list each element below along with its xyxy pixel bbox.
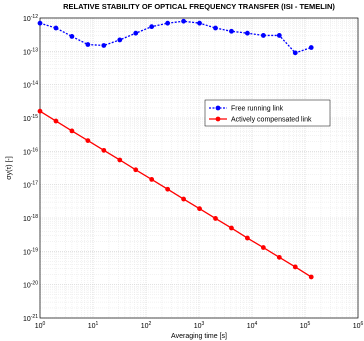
data-point: [181, 18, 186, 24]
data-point: [245, 30, 250, 36]
data-point: [260, 245, 266, 250]
data-point: [85, 138, 91, 143]
data-point: [53, 118, 59, 124]
x-axis-label: Averaging time [s]: [171, 333, 227, 340]
y-tick-label: 10-15: [23, 114, 38, 123]
data-point: [213, 25, 218, 31]
data-point: [101, 147, 107, 153]
data-point: [117, 37, 123, 43]
x-tick-label: 106: [353, 321, 364, 330]
data-point: [229, 225, 234, 231]
data-point: [149, 24, 155, 30]
y-tick-label: 10-12: [23, 14, 38, 23]
data-point: [308, 45, 314, 50]
data-point: [165, 20, 171, 26]
data-point: [229, 28, 234, 34]
data-point: [276, 33, 282, 38]
data-point: [101, 43, 107, 48]
series-line: [39, 110, 312, 278]
x-tick-label: 103: [194, 321, 205, 330]
series-line: [39, 20, 312, 54]
data-point: [292, 50, 298, 56]
data-point: [117, 157, 123, 163]
y-tick-label: 10-16: [23, 147, 38, 156]
legend-marker: [215, 116, 221, 122]
data-point: [245, 235, 250, 241]
chart-title: RELATIVE STABILITY OF OPTICAL FREQUENCY …: [63, 2, 335, 11]
data-point: [133, 30, 139, 36]
data-point: [69, 34, 75, 39]
data-point: [165, 186, 171, 192]
x-tick-label: 102: [141, 321, 152, 330]
data-point: [69, 128, 75, 134]
data-point: [308, 274, 314, 280]
legend-box: [204, 99, 331, 127]
data-point: [149, 176, 155, 182]
x-tick-label: 104: [247, 321, 258, 330]
data-point: [133, 167, 139, 173]
data-point: [213, 216, 218, 221]
data-point: [37, 20, 43, 26]
data-point: [276, 254, 282, 260]
y-tick-label: 10-19: [23, 247, 38, 256]
y-tick-label: 10-14: [23, 81, 38, 90]
y-tick-label: 10-21: [23, 314, 38, 323]
y-tick-label: 10-17: [23, 181, 38, 190]
legend-label: Free running link: [231, 106, 284, 113]
y-tick-label: 10-18: [23, 214, 38, 223]
legend-label: Actively compensated link: [231, 117, 312, 124]
data-point: [85, 42, 91, 47]
y-axis-label: σy(τ) [-]: [6, 156, 13, 179]
legend-marker: [215, 105, 221, 111]
y-tick-label: 10-13: [23, 47, 38, 56]
x-tick-label: 101: [88, 321, 99, 330]
y-tick-label: 10-20: [23, 281, 38, 290]
data-point: [53, 25, 59, 31]
x-tick-label: 100: [35, 321, 46, 330]
data-point: [197, 206, 202, 212]
x-tick-label: 105: [300, 321, 311, 330]
data-point: [260, 33, 266, 38]
data-point: [37, 108, 43, 114]
plot-frame: [39, 17, 359, 319]
data-point: [292, 264, 298, 270]
data-point: [197, 20, 202, 26]
data-point: [181, 196, 186, 202]
